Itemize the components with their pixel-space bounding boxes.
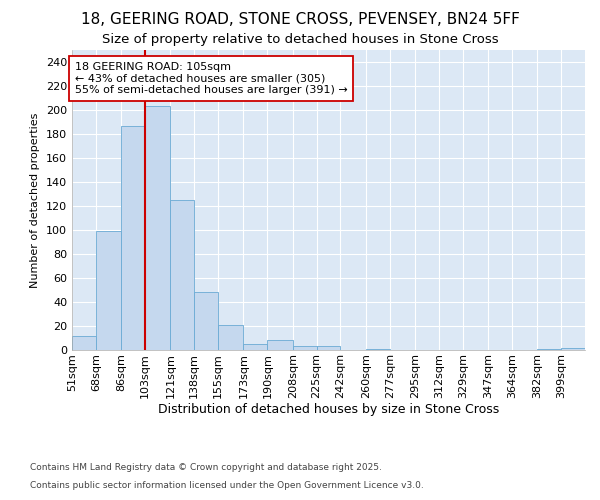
Bar <box>244 344 268 350</box>
Bar <box>561 348 585 350</box>
Bar <box>121 126 145 350</box>
Bar <box>268 340 293 350</box>
Bar <box>293 346 317 350</box>
Text: 18 GEERING ROAD: 105sqm
← 43% of detached houses are smaller (305)
55% of semi-d: 18 GEERING ROAD: 105sqm ← 43% of detache… <box>75 62 347 95</box>
Bar <box>72 336 96 350</box>
Bar <box>194 292 218 350</box>
Text: Contains public sector information licensed under the Open Government Licence v3: Contains public sector information licen… <box>30 481 424 490</box>
Bar <box>145 106 170 350</box>
X-axis label: Distribution of detached houses by size in Stone Cross: Distribution of detached houses by size … <box>158 404 499 416</box>
Bar <box>96 231 121 350</box>
Text: Contains HM Land Registry data © Crown copyright and database right 2025.: Contains HM Land Registry data © Crown c… <box>30 464 382 472</box>
Text: 18, GEERING ROAD, STONE CROSS, PEVENSEY, BN24 5FF: 18, GEERING ROAD, STONE CROSS, PEVENSEY,… <box>80 12 520 28</box>
Bar <box>170 200 194 350</box>
Bar <box>537 349 561 350</box>
Bar <box>317 346 340 350</box>
Y-axis label: Number of detached properties: Number of detached properties <box>31 112 40 288</box>
Text: Size of property relative to detached houses in Stone Cross: Size of property relative to detached ho… <box>101 32 499 46</box>
Bar <box>366 349 389 350</box>
Bar <box>218 325 244 350</box>
